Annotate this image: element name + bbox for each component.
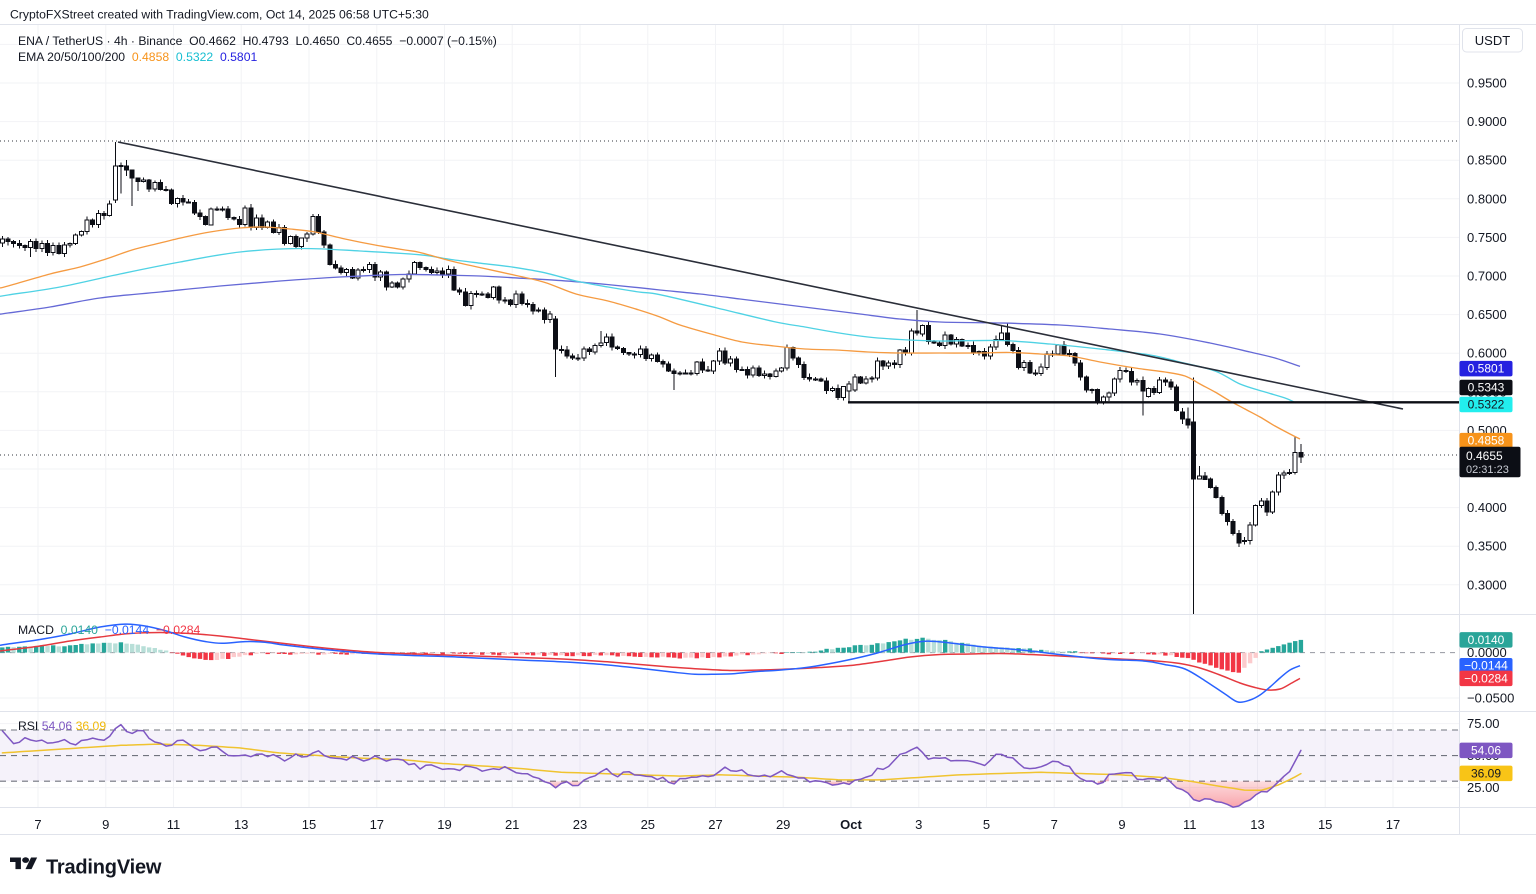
svg-text:0.7500: 0.7500 (1467, 230, 1507, 245)
svg-text:0.0140: 0.0140 (1468, 633, 1505, 647)
svg-text:EMA 20/50/100/200 0.4858 0.5: EMA 20/50/100/200 0.4858 0.5322 0.5801 (18, 50, 257, 64)
svg-text:17: 17 (1386, 817, 1400, 832)
svg-text:TradingView: TradingView (46, 857, 162, 879)
svg-text:0.3500: 0.3500 (1467, 539, 1507, 554)
svg-text:0.3000: 0.3000 (1467, 577, 1507, 592)
svg-text:0.9000: 0.9000 (1467, 114, 1507, 129)
svg-text:3: 3 (915, 817, 922, 832)
svg-text:11: 11 (167, 817, 181, 832)
svg-text:27: 27 (708, 817, 722, 832)
svg-text:0.6500: 0.6500 (1467, 307, 1507, 322)
svg-text:17: 17 (370, 817, 384, 832)
svg-text:54.06: 54.06 (1471, 743, 1501, 757)
svg-text:0.4858: 0.4858 (1468, 434, 1505, 448)
svg-text:36.09: 36.09 (1471, 766, 1501, 780)
svg-text:11: 11 (1183, 817, 1197, 832)
svg-text:MACD 0.0140 −0.0144 −0.0284: MACD 0.0140 −0.0144 −0.0284 (18, 623, 201, 637)
svg-text:15: 15 (302, 817, 316, 832)
svg-text:0.8000: 0.8000 (1467, 191, 1507, 206)
svg-text:0.4655: 0.4655 (1466, 449, 1503, 463)
svg-text:0.6000: 0.6000 (1467, 346, 1507, 361)
svg-text:Oct: Oct (840, 817, 862, 832)
svg-text:25: 25 (641, 817, 655, 832)
svg-text:0.8500: 0.8500 (1467, 153, 1507, 168)
svg-text:CryptoFXStreet created with Tr: CryptoFXStreet created with TradingView.… (10, 8, 429, 22)
svg-text:9: 9 (1118, 817, 1125, 832)
svg-text:−0.0144: −0.0144 (1464, 659, 1508, 673)
svg-text:0.0000: 0.0000 (1467, 645, 1507, 660)
svg-text:02:31:23: 02:31:23 (1466, 464, 1509, 476)
svg-text:7: 7 (1051, 817, 1058, 832)
svg-text:9: 9 (102, 817, 109, 832)
svg-text:−0.0284: −0.0284 (1464, 671, 1508, 685)
svg-text:13: 13 (1250, 817, 1264, 832)
svg-text:0.9500: 0.9500 (1467, 76, 1507, 91)
svg-text:7: 7 (34, 817, 41, 832)
svg-text:0.5801: 0.5801 (1468, 362, 1505, 376)
svg-text:ENA / TetherUS · 4h · Binance: ENA / TetherUS · 4h · Binance O0.4662 H0… (18, 34, 497, 48)
svg-text:19: 19 (437, 817, 451, 832)
svg-text:RSI 54.06 36.09: RSI 54.06 36.09 (18, 719, 106, 733)
svg-text:21: 21 (505, 817, 519, 832)
svg-text:0.4000: 0.4000 (1467, 500, 1507, 515)
svg-text:23: 23 (573, 817, 587, 832)
svg-text:25.00: 25.00 (1467, 780, 1500, 795)
svg-text:75.00: 75.00 (1467, 716, 1500, 731)
svg-text:−0.0500: −0.0500 (1467, 691, 1514, 706)
svg-text:29: 29 (776, 817, 790, 832)
svg-text:USDT: USDT (1475, 33, 1510, 48)
svg-text:0.5322: 0.5322 (1468, 398, 1505, 412)
svg-text:5: 5 (983, 817, 990, 832)
svg-text:15: 15 (1318, 817, 1332, 832)
svg-text:0.7000: 0.7000 (1467, 269, 1507, 284)
svg-text:0.5343: 0.5343 (1468, 381, 1505, 395)
svg-text:13: 13 (234, 817, 248, 832)
